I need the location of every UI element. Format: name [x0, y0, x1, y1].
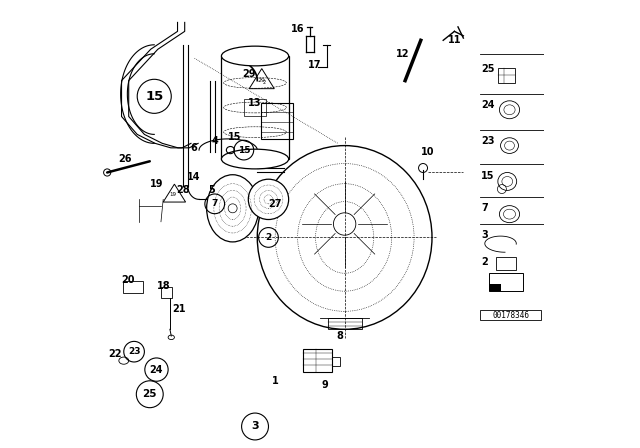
Text: 21: 21: [172, 304, 186, 314]
Text: 23: 23: [128, 347, 140, 356]
Text: 29: 29: [243, 69, 256, 79]
Text: 26: 26: [118, 154, 132, 164]
Text: 12: 12: [396, 49, 410, 59]
Text: 2: 2: [266, 233, 271, 242]
Text: 7: 7: [481, 203, 488, 213]
Text: 22: 22: [108, 349, 122, 359]
Ellipse shape: [221, 149, 289, 169]
Text: 24: 24: [150, 365, 163, 375]
Text: 15: 15: [228, 132, 242, 142]
Text: 15: 15: [481, 171, 495, 181]
Text: 00178346: 00178346: [492, 311, 529, 320]
Ellipse shape: [248, 179, 289, 220]
Text: 9: 9: [321, 380, 328, 390]
Text: 15: 15: [237, 146, 250, 155]
Text: 7: 7: [212, 199, 218, 208]
Ellipse shape: [221, 46, 289, 66]
Text: 4: 4: [211, 136, 218, 146]
Text: 2: 2: [262, 80, 266, 85]
Text: 5: 5: [208, 185, 215, 195]
Polygon shape: [490, 284, 500, 291]
Text: 10: 10: [420, 147, 435, 157]
Text: 16: 16: [291, 24, 305, 34]
Text: 3: 3: [481, 230, 488, 240]
Text: 24: 24: [481, 100, 495, 110]
Text: 23: 23: [481, 136, 495, 146]
Text: 19: 19: [150, 179, 163, 189]
Text: 25: 25: [143, 389, 157, 399]
Text: 25: 25: [481, 65, 495, 74]
Text: 3: 3: [252, 422, 259, 431]
Text: 19: 19: [170, 192, 177, 198]
Text: 20: 20: [122, 275, 135, 285]
Text: 27: 27: [268, 199, 282, 209]
Text: 11: 11: [447, 35, 461, 45]
Text: 14: 14: [187, 172, 200, 182]
Text: 2: 2: [481, 257, 488, 267]
Text: 13: 13: [248, 98, 262, 108]
Text: 15: 15: [145, 90, 163, 103]
Ellipse shape: [207, 175, 259, 242]
Text: 6: 6: [190, 143, 197, 153]
Text: 1: 1: [272, 376, 278, 386]
Text: 17: 17: [308, 60, 321, 70]
Text: 28: 28: [177, 185, 190, 195]
Text: 8: 8: [337, 331, 344, 341]
Text: 18: 18: [157, 281, 171, 291]
Text: 29: 29: [258, 78, 266, 83]
